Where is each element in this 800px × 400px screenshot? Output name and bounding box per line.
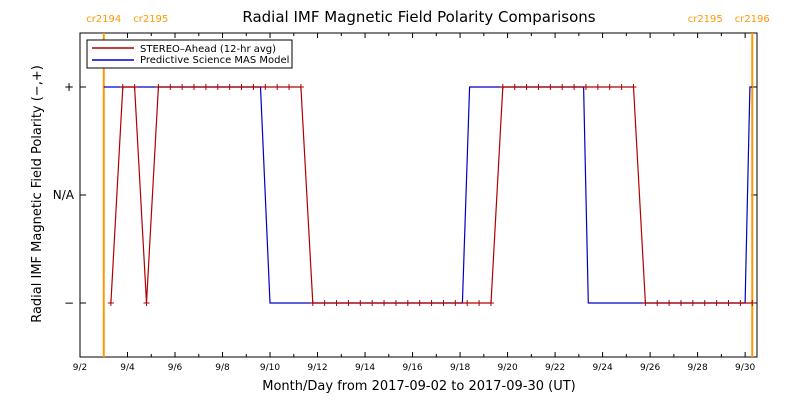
data-point-stereo bbox=[309, 300, 316, 306]
x-tick-label: 9/24 bbox=[592, 363, 612, 373]
data-point-stereo bbox=[345, 300, 352, 306]
data-point-stereo bbox=[582, 84, 589, 90]
data-point-stereo bbox=[167, 84, 174, 90]
data-point-stereo bbox=[179, 84, 186, 90]
data-point-stereo bbox=[440, 300, 447, 306]
x-tick-label: 9/20 bbox=[497, 363, 517, 373]
data-point-stereo bbox=[618, 84, 625, 90]
data-point-stereo bbox=[250, 84, 257, 90]
carrington-label-left: cr2194 bbox=[86, 14, 121, 25]
data-point-stereo bbox=[511, 84, 518, 90]
data-point-stereo bbox=[155, 84, 162, 90]
data-point-stereo bbox=[725, 300, 732, 306]
data-point-stereo bbox=[677, 300, 684, 306]
data-point-stereo bbox=[464, 300, 471, 306]
x-tick-label: 9/10 bbox=[260, 363, 280, 373]
x-tick-label: 9/28 bbox=[688, 363, 708, 373]
legend-box bbox=[86, 39, 293, 69]
data-point-stereo bbox=[547, 84, 554, 90]
data-point-stereo bbox=[713, 300, 720, 306]
y-tick-label: N/A bbox=[53, 188, 75, 202]
data-point-stereo bbox=[286, 84, 293, 90]
data-point-stereo bbox=[630, 84, 637, 90]
data-point-stereo bbox=[452, 300, 459, 306]
data-point-stereo bbox=[214, 84, 221, 90]
data-point-stereo bbox=[559, 84, 566, 90]
data-series bbox=[103, 84, 756, 306]
data-point-stereo bbox=[654, 300, 661, 306]
x-tick-label: 9/8 bbox=[215, 363, 230, 373]
data-point-stereo bbox=[749, 300, 756, 306]
data-point-stereo bbox=[737, 300, 744, 306]
data-point-stereo bbox=[131, 84, 138, 90]
x-tick-label: 9/2 bbox=[73, 363, 87, 373]
x-tick-label: 9/6 bbox=[168, 363, 183, 373]
x-tick-label: 9/4 bbox=[120, 363, 135, 373]
x-tick-label: 9/18 bbox=[450, 363, 470, 373]
data-point-stereo bbox=[606, 84, 613, 90]
legend-label-stereo: STEREO–Ahead (12-hr avg) bbox=[140, 44, 276, 55]
data-point-stereo bbox=[689, 300, 696, 306]
data-point-stereo bbox=[416, 300, 423, 306]
carrington-label-left: cr2195 bbox=[688, 14, 723, 25]
legend: STEREO–Ahead (12-hr avg) Predictive Scie… bbox=[86, 39, 293, 69]
data-point-stereo bbox=[238, 84, 245, 90]
series-line-stereo bbox=[110, 86, 753, 304]
x-tick-label: 9/16 bbox=[402, 363, 422, 373]
data-point-stereo bbox=[487, 300, 494, 306]
data-point-stereo bbox=[107, 300, 114, 306]
data-point-stereo bbox=[321, 300, 328, 306]
data-point-stereo bbox=[594, 84, 601, 90]
x-axis-label: Month/Day from 2017-09-02 to 2017-09-30 … bbox=[262, 379, 575, 394]
x-tick-label: 9/26 bbox=[640, 363, 660, 373]
data-point-stereo bbox=[333, 300, 340, 306]
data-point-stereo bbox=[404, 300, 411, 306]
data-point-stereo bbox=[297, 84, 304, 90]
data-point-stereo bbox=[499, 84, 506, 90]
data-point-stereo bbox=[357, 300, 364, 306]
legend-label-mas-model: Predictive Science MAS Model bbox=[140, 55, 289, 66]
data-point-stereo bbox=[523, 84, 530, 90]
data-point-stereo bbox=[392, 300, 399, 306]
carrington-label-right: cr2195 bbox=[133, 14, 168, 25]
data-point-stereo bbox=[274, 84, 281, 90]
data-point-stereo bbox=[428, 300, 435, 306]
data-point-stereo bbox=[642, 300, 649, 306]
plot-frame bbox=[79, 32, 758, 358]
x-tick-label: 9/30 bbox=[735, 363, 755, 373]
data-point-stereo bbox=[571, 84, 578, 90]
y-axis-label: Radial IMF Magnetic Field Polarity (−,+) bbox=[30, 65, 45, 323]
x-tick-label: 9/22 bbox=[545, 363, 565, 373]
data-point-stereo bbox=[476, 300, 483, 306]
data-point-stereo bbox=[369, 300, 376, 306]
data-point-stereo bbox=[701, 300, 708, 306]
series-line-mas-model bbox=[103, 86, 753, 304]
axis-ticks: 9/2 9/4 9/6 9/8 9/10 9/12 9/14 9/16 9/18 9/20 9/22… bbox=[53, 33, 757, 373]
x-tick-label: 9/14 bbox=[355, 363, 375, 373]
y-tick-label: − bbox=[64, 296, 74, 310]
data-point-stereo bbox=[191, 84, 198, 90]
data-point-stereo bbox=[226, 84, 233, 90]
data-point-stereo bbox=[262, 84, 269, 90]
data-point-stereo bbox=[143, 300, 150, 306]
y-tick-label: + bbox=[64, 80, 74, 94]
chart-title: Radial IMF Magnetic Field Polarity Compa… bbox=[242, 8, 595, 26]
x-tick-label: 9/12 bbox=[307, 363, 327, 373]
carrington-label-right: cr2196 bbox=[735, 14, 770, 25]
data-point-stereo bbox=[666, 300, 673, 306]
data-point-stereo bbox=[535, 84, 542, 90]
data-point-stereo bbox=[202, 84, 209, 90]
data-point-stereo bbox=[119, 84, 126, 90]
data-point-stereo bbox=[381, 300, 388, 306]
